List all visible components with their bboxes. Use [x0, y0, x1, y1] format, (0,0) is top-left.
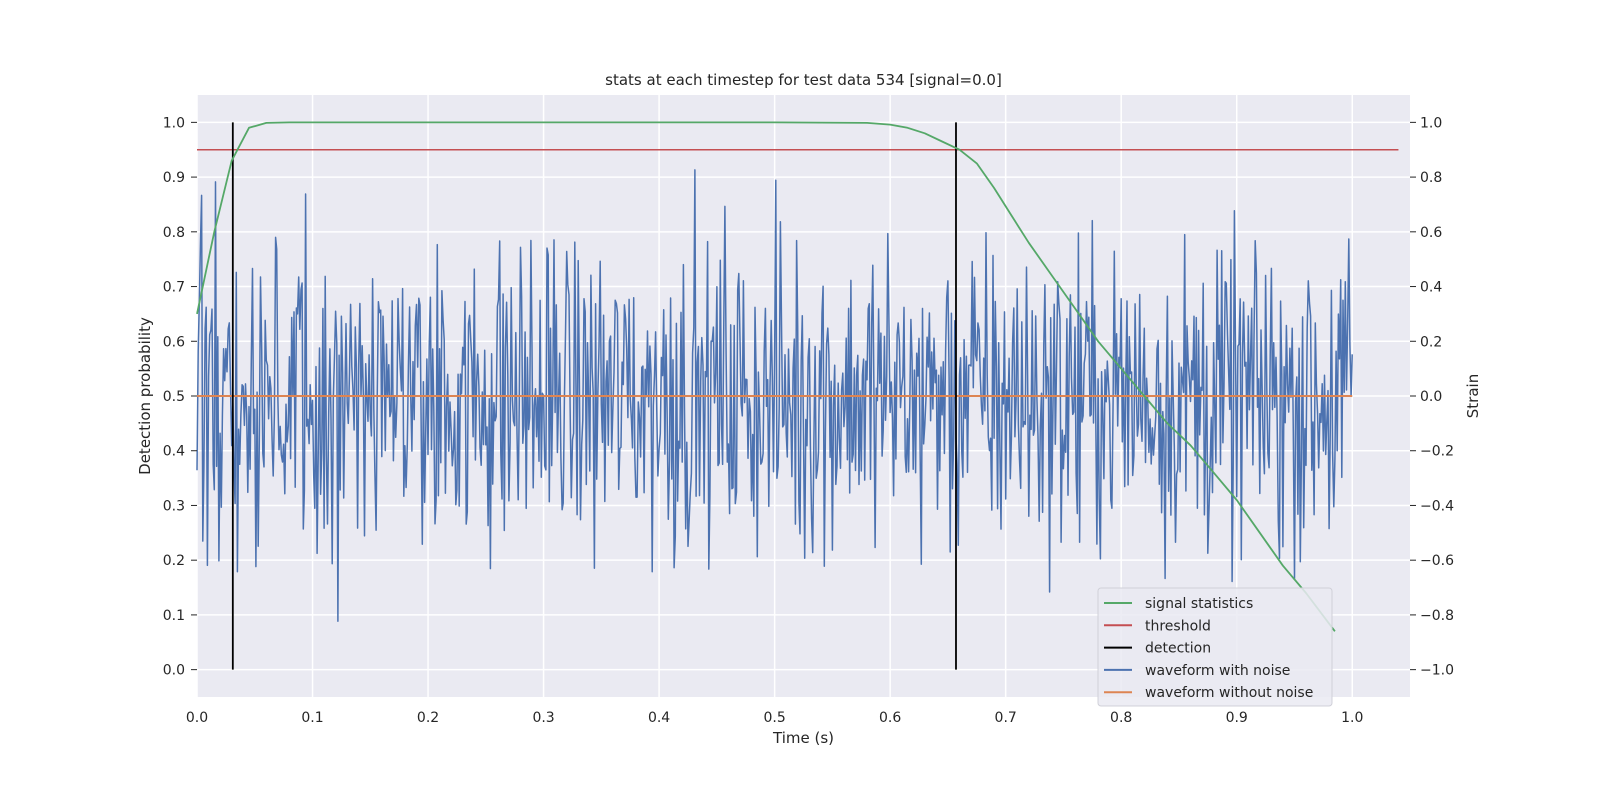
legend-label: waveform with noise — [1145, 663, 1290, 679]
x-tick-label: 0.9 — [1226, 710, 1248, 726]
y-left-tick-label: 0.3 — [163, 498, 185, 514]
y-left-tick-label: 0.4 — [163, 444, 185, 460]
x-tick-label: 0.8 — [1110, 710, 1132, 726]
x-tick-label: 0.4 — [648, 710, 670, 726]
x-tick-label: 0.2 — [417, 710, 439, 726]
legend-label: waveform without noise — [1145, 685, 1313, 701]
y-right-tick-label: 0.4 — [1420, 280, 1442, 296]
x-tick-label: 0.6 — [879, 710, 901, 726]
chart-title: stats at each timestep for test data 534… — [605, 71, 1002, 89]
y-left-tick-label: 0.9 — [163, 170, 185, 186]
y-right-tick-label: 0.6 — [1420, 225, 1442, 241]
x-tick-label: 0.3 — [532, 710, 554, 726]
y-right-tick-label: −0.4 — [1420, 498, 1454, 514]
y-axis-left-title: Detection probability — [136, 317, 154, 475]
y-left-tick-label: 0.1 — [163, 608, 185, 624]
y-left-tick-label: 0.0 — [163, 663, 185, 679]
x-axis-title: Time (s) — [772, 729, 834, 747]
y-left-tick-label: 0.5 — [163, 389, 185, 405]
y-left-tick-label: 0.6 — [163, 334, 185, 350]
y-right-tick-label: −0.2 — [1420, 444, 1454, 460]
x-tick-label: 0.1 — [301, 710, 323, 726]
y-left-tick-label: 0.7 — [163, 280, 185, 296]
legend: signal statistics threshold detection wavef… — [1097, 587, 1333, 707]
series-layer — [196, 121, 1399, 670]
y-right-tick-label: 0.2 — [1420, 334, 1442, 350]
x-tick-label: 0.7 — [995, 710, 1017, 726]
y-right-tick-label: 0.8 — [1420, 170, 1442, 186]
y-left-tick-label: 1.0 — [163, 115, 185, 131]
y-right-tick-label: 1.0 — [1420, 115, 1442, 131]
y-right-tick-label: −0.8 — [1420, 608, 1454, 624]
y-right-tick-label: −1.0 — [1420, 663, 1454, 679]
x-tick-label: 0.0 — [186, 710, 208, 726]
x-tick-label: 0.5 — [763, 710, 785, 726]
axes: 0.0 0.1 0.2 0.3 0.4 0.5 0.6 0.7 0.8 0.9 1.0 0.0 0.1 0… — [163, 115, 1454, 726]
series-waveform-with-noise — [196, 169, 1353, 623]
legend-label: threshold — [1145, 618, 1211, 634]
series-signal-statistics — [196, 121, 1336, 632]
x-tick-label: 1.0 — [1341, 710, 1363, 726]
legend-box — [1097, 587, 1333, 707]
y-right-tick-label: −0.6 — [1420, 553, 1454, 569]
legend-label: detection — [1145, 641, 1211, 657]
y-left-tick-label: 0.2 — [163, 553, 185, 569]
y-axis-right-title: Strain — [1464, 374, 1482, 418]
y-right-tick-label: 0.0 — [1420, 389, 1442, 405]
y-left-tick-label: 0.8 — [163, 225, 185, 241]
legend-label: signal statistics — [1145, 596, 1253, 612]
